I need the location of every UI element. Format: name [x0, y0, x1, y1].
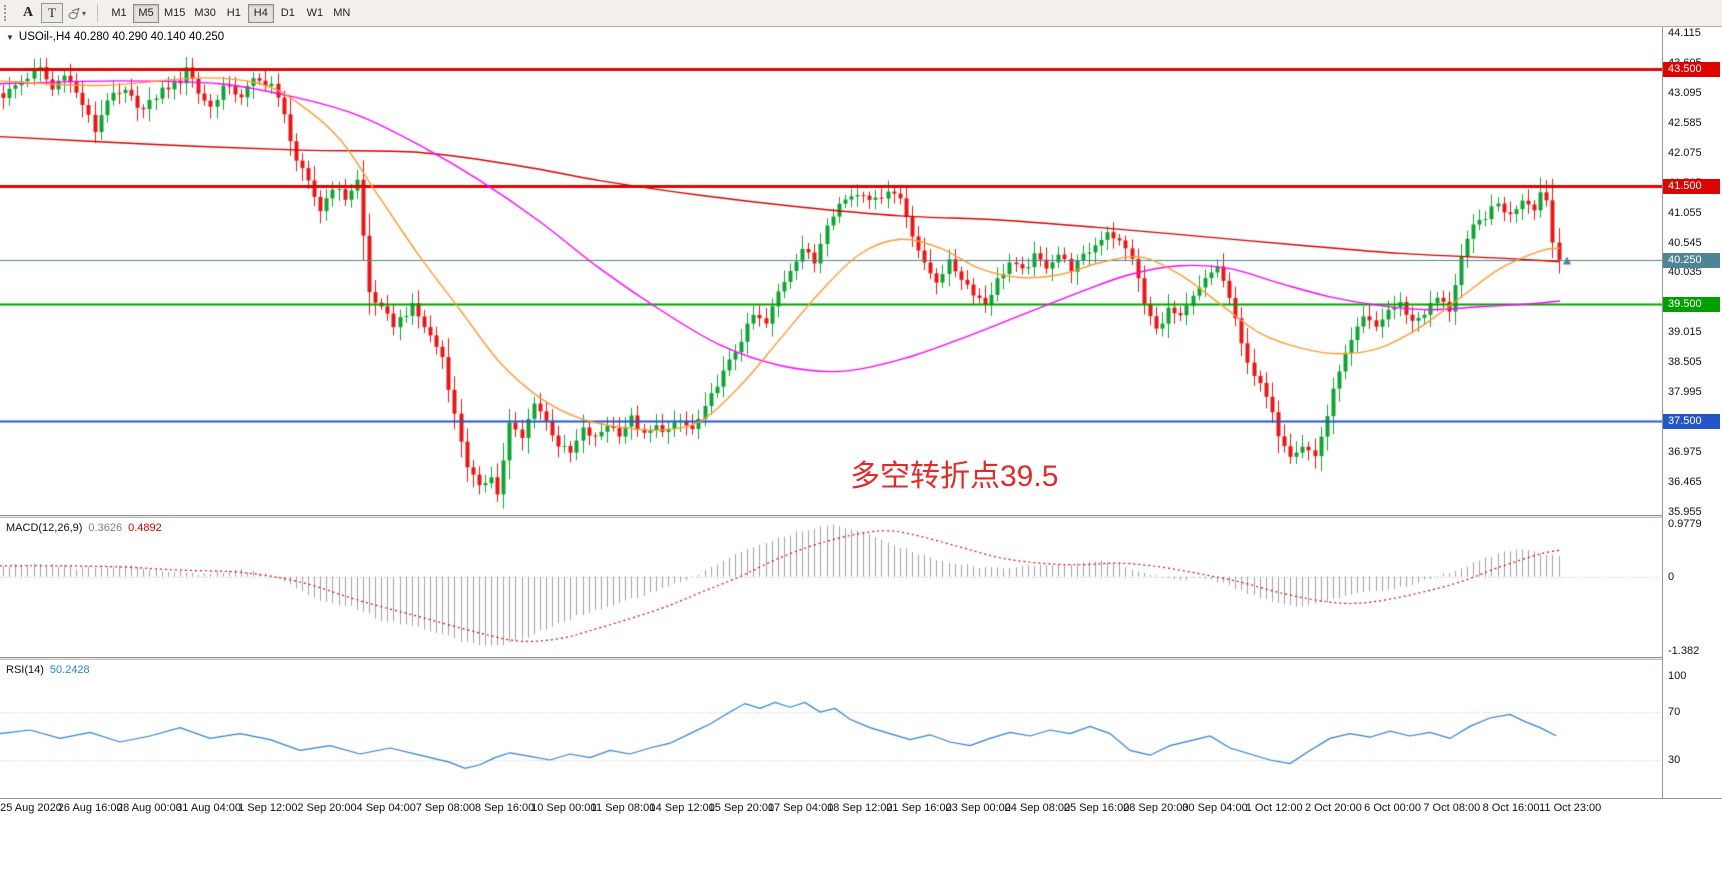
rsi-scale-label: 70: [1668, 706, 1681, 718]
macd-scale-label: -1.382: [1668, 644, 1700, 657]
rsi-label: RSI(14) 50.2428: [6, 664, 90, 676]
time-axis-label: 15 Sep 20:00: [708, 802, 775, 814]
price-tick-label: 40.035: [1668, 266, 1702, 279]
time-axis-label: 26 Aug 16:00: [57, 802, 123, 814]
time-axis-label: 1 Sep 12:00: [238, 802, 298, 814]
time-axis-label: 25 Sep 16:00: [1063, 802, 1130, 814]
price-level-badge: 37.500: [1663, 414, 1720, 430]
rsi-name-text: RSI(14): [6, 664, 44, 676]
time-axis-label: 18 Sep 12:00: [827, 802, 893, 814]
price-tick-label: 38.505: [1668, 356, 1702, 369]
time-axis-label: 24 Sep 08:00: [1004, 802, 1071, 814]
time-axis-label: 10 Sep 00:00: [531, 802, 597, 814]
price-tick-label: 41.055: [1668, 206, 1702, 219]
chart-window: ▼ USOil-,H4 40.280 40.290 40.140 40.250 …: [0, 27, 1722, 896]
main-chart-panel: ▼ USOil-,H4 40.280 40.290 40.140 40.250 …: [0, 27, 1662, 515]
text-label-tool-button[interactable]: T: [41, 3, 63, 23]
price-tick-label: 43.095: [1668, 86, 1702, 99]
price-tick-label: 36.975: [1668, 446, 1702, 459]
time-axis-label: 30 Sep 04:00: [1182, 802, 1248, 814]
text-tool-button[interactable]: A: [17, 3, 39, 23]
timeframe-group: M1 M5 M15 M30 H1 H4 D1 W1 MN: [106, 3, 355, 23]
symbol-info: ▼ USOil-,H4 40.280 40.290 40.140 40.250: [6, 31, 224, 43]
time-axis-label: 17 Sep 04:00: [767, 802, 834, 814]
time-axis-label: 14 Sep 12:00: [649, 802, 715, 814]
timeframe-button-d1[interactable]: D1: [275, 4, 301, 23]
symbol-ohlc-text: USOil-,H4 40.280 40.290 40.140 40.250: [18, 31, 225, 43]
panel-splitter[interactable]: [0, 657, 1722, 660]
time-axis[interactable]: 25 Aug 2020 26 Aug 16:00 28 Aug 00:00 31 Au…: [0, 798, 1722, 818]
time-axis-label: 7 Oct 08:00: [1423, 802, 1481, 814]
time-axis-label: 21 Sep 16:00: [886, 802, 952, 814]
main-chart-canvas[interactable]: [0, 27, 1662, 515]
rsi-scale-label: 30: [1668, 754, 1681, 766]
macd-main-value: 0.3626: [88, 522, 123, 534]
shapes-icon: [68, 7, 80, 19]
time-axis-label: 2 Oct 20:00: [1304, 802, 1362, 814]
price-tick-label: 36.465: [1668, 476, 1702, 489]
price-level-badge: 43.500: [1663, 62, 1720, 78]
macd-canvas[interactable]: [0, 518, 1662, 657]
time-axis-label: 25 Aug 2020: [0, 802, 62, 814]
current-price-badge: 40.250: [1663, 252, 1720, 268]
macd-scale-label: 0: [1668, 570, 1675, 583]
time-axis-label: 11 Oct 23:00: [1539, 802, 1602, 814]
symbol-menu-icon[interactable]: ▼: [6, 32, 14, 42]
time-axis-label: 8 Oct 16:00: [1482, 802, 1540, 814]
price-scale[interactable]: 44.11543.60543.09542.58542.07541.56541.0…: [1663, 27, 1722, 798]
price-tick-label: 35.955: [1668, 505, 1702, 518]
time-axis-label: 8 Sep 16:00: [474, 802, 535, 814]
toolbar-grip[interactable]: [4, 5, 10, 21]
price-tick-label: 39.015: [1668, 326, 1702, 339]
price-tick-label: 37.995: [1668, 386, 1702, 399]
timeframe-button-h1[interactable]: H1: [221, 4, 247, 23]
rsi-scale-label: 100: [1668, 670, 1687, 682]
time-axis-label: 28 Sep 20:00: [1123, 802, 1189, 814]
timeframe-button-w1[interactable]: W1: [302, 4, 328, 23]
dropdown-caret-icon: ▾: [82, 8, 87, 18]
rsi-canvas[interactable]: [0, 660, 1662, 797]
time-axis-label: 4 Sep 04:00: [356, 802, 416, 814]
price-tick-label: 40.545: [1668, 236, 1702, 249]
price-tick-label: 42.075: [1668, 146, 1702, 159]
time-axis-label: 6 Oct 00:00: [1364, 802, 1422, 814]
chart-annotation-text[interactable]: 多空转折点39.5: [850, 460, 1059, 493]
price-tick-label: 42.585: [1668, 116, 1702, 129]
toolbar-separator: [97, 4, 99, 22]
timeframe-button-m15[interactable]: M15: [160, 4, 189, 23]
rsi-panel: RSI(14) 50.2428: [0, 660, 1662, 797]
time-axis-label: 31 Aug 04:00: [176, 802, 242, 814]
time-axis-label: 7 Sep 08:00: [415, 802, 476, 814]
macd-signal-value: 0.4892: [128, 522, 162, 534]
time-axis-label: 23 Sep 00:00: [945, 802, 1011, 814]
macd-scale-label: 0.9779: [1668, 517, 1702, 530]
price-level-badge: 41.500: [1663, 179, 1720, 195]
time-axis-label: 11 Sep 08:00: [590, 802, 656, 814]
price-level-badge: 39.500: [1663, 296, 1720, 312]
shapes-tool-button[interactable]: ▾: [65, 3, 89, 23]
timeframe-button-h4[interactable]: H4: [247, 3, 274, 23]
macd-label: MACD(12,26,9) 0.3626 0.4892: [6, 522, 162, 534]
macd-panel: MACD(12,26,9) 0.3626 0.4892: [0, 518, 1662, 657]
timeframe-button-mn[interactable]: MN: [329, 4, 355, 23]
timeframe-button-m30[interactable]: M30: [190, 4, 219, 23]
scale-divider: [1662, 27, 1663, 798]
timeframe-button-m1[interactable]: M1: [106, 4, 132, 23]
time-axis-label: 2 Sep 20:00: [297, 802, 357, 814]
price-tick-label: 44.115: [1668, 27, 1701, 39]
time-axis-label: 28 Aug 00:00: [116, 802, 182, 814]
toolbar: A T ▾ M1 M5 M15 M30 H1 H4 D1 W1 MN: [0, 0, 1722, 27]
rsi-value: 50.2428: [49, 664, 90, 676]
panel-splitter[interactable]: [0, 515, 1722, 518]
timeframe-button-m5[interactable]: M5: [133, 3, 160, 23]
time-axis-label: 1 Oct 12:00: [1245, 802, 1303, 814]
macd-name-text: MACD(12,26,9): [6, 522, 83, 534]
